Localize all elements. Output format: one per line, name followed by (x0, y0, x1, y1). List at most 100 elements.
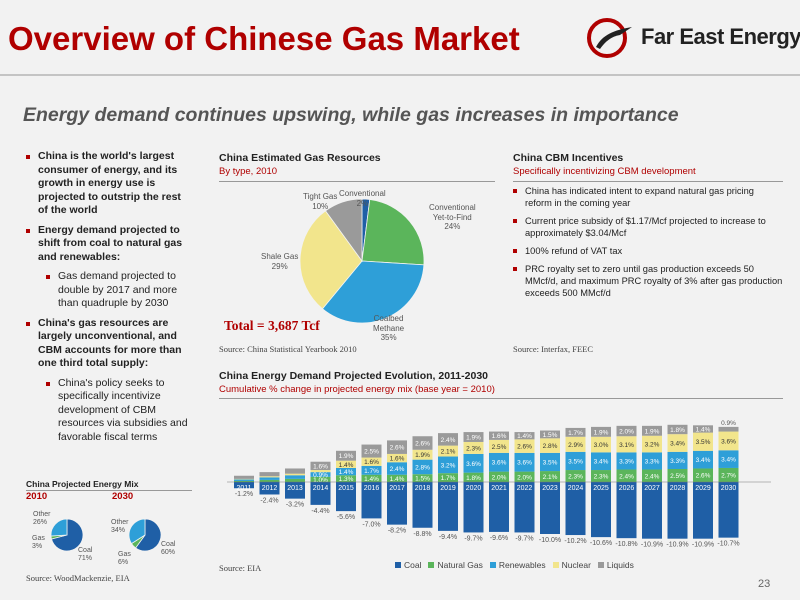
bar-natural-gas (642, 469, 662, 482)
bar-nuclear (412, 449, 433, 460)
bar-label-renewables: 3.6% (466, 461, 481, 468)
x-tick-label: 2021 (491, 485, 507, 492)
bar-label-coal: -4.4% (311, 508, 329, 515)
bar-renewables (285, 475, 305, 479)
bar-natural-gas (259, 479, 280, 482)
mix-pie-2030 (129, 519, 161, 551)
logo-text: Far East Energy (641, 24, 800, 49)
bar-label-nuclear: 2.8% (543, 443, 558, 450)
bar-label-coal: -7.0% (362, 521, 380, 528)
bar-liquids (642, 425, 662, 436)
far-east-energy-logo-icon (587, 18, 632, 58)
bar-label-renewables: 3.3% (619, 458, 634, 465)
bar-label-coal: -2.4% (260, 497, 278, 504)
cbm-item: PRC royalty set to zero until gas produc… (513, 263, 783, 299)
bar-renewables (514, 452, 535, 472)
bar-renewables (259, 477, 280, 480)
gas-resources-pie (300, 199, 424, 323)
x-tick-label: 2028 (670, 485, 686, 492)
bar-label-coal: -10.8% (615, 541, 637, 548)
bar-renewables (667, 451, 688, 469)
x-tick-label: 2012 (262, 485, 278, 492)
slide-subtitle: Energy demand continues upswing, while g… (23, 104, 679, 126)
bar-label-nuclear: 1.6% (390, 456, 405, 463)
header-divider (0, 74, 800, 76)
bar-natural-gas (514, 471, 535, 482)
bar-natural-gas (565, 470, 586, 482)
legend-item-liquids: Liquids (597, 560, 634, 570)
bar-label-coal: -8.8% (413, 531, 431, 538)
demand-subtitle: Cumulative % change in projected energy … (219, 384, 495, 395)
bar-renewables (336, 467, 356, 476)
bar-liquids (285, 468, 305, 474)
bar-label-nuclear: 3.2% (645, 442, 660, 449)
bar-natural-gas (616, 469, 637, 482)
bar-renewables (361, 465, 382, 475)
bar-nuclear (489, 439, 509, 453)
pie-label-conventional: Conventional 2% (339, 189, 386, 208)
bar-label-coal: -10.2% (564, 538, 586, 545)
key-point: China is the world's largest consumer of… (26, 150, 188, 218)
bar-label-liquids: 2.5% (364, 449, 379, 456)
bar-label-nuclear: 1.9% (415, 452, 430, 459)
bar-label-coal: -9.6% (490, 535, 508, 542)
pie-slice-conventional-yet-to-find (361, 199, 424, 266)
bar-label-coal: -1.2% (235, 491, 253, 498)
page-title: Overview of Chinese Gas Market (8, 20, 520, 57)
mix-2030-coal-label: Coal 60% (161, 541, 176, 556)
resources-subtitle: By type, 2010 (219, 166, 278, 177)
x-tick-label: 2022 (517, 485, 533, 492)
mix-2010-gas-label: Gas 3% (32, 535, 45, 550)
bar-natural-gas (387, 474, 407, 482)
bar-label-natural-gas: 2.1% (543, 474, 558, 481)
bar-renewables (642, 452, 662, 470)
bar-nuclear (616, 436, 637, 453)
bar-label-natural-gas: 1.8% (466, 475, 481, 482)
key-subpoint: China's policy seeks to specifically inc… (38, 377, 188, 445)
bar-label-renewables: 1.7% (364, 468, 379, 475)
bar-label-natural-gas: 1.4% (390, 476, 405, 483)
bar-label-renewables: 0.9% (313, 472, 328, 479)
bar-label-liquids: 1.9% (339, 453, 354, 460)
bar-natural-gas (361, 474, 382, 482)
bar-label-natural-gas: 2.0% (517, 474, 532, 481)
bar-renewables (463, 453, 484, 473)
bar-nuclear (336, 460, 356, 468)
bar-natural-gas (540, 471, 560, 482)
bar-nuclear (667, 434, 688, 452)
bar-natural-gas (489, 471, 509, 482)
bar-liquids (514, 432, 535, 440)
x-tick-label: 2024 (568, 485, 584, 492)
bar-natural-gas (667, 469, 688, 482)
bar-coal (591, 482, 611, 538)
bar-coal (234, 482, 254, 489)
mix-divider (26, 490, 192, 491)
bar-label-nuclear: 3.5% (696, 439, 711, 446)
demand-divider (219, 398, 783, 399)
bar-label-natural-gas: 2.5% (670, 473, 685, 480)
legend-swatch (552, 562, 559, 568)
x-tick-label: 2029 (695, 485, 711, 492)
x-tick-label: 2025 (593, 485, 609, 492)
pie-slice-tight-gas (324, 199, 363, 263)
bar-liquids (361, 444, 382, 458)
bar-label-liquids: 1.7% (568, 430, 583, 437)
bar-liquids (387, 440, 407, 454)
bar-label-liquids: 1.9% (594, 429, 609, 436)
bar-liquids (310, 461, 331, 471)
cbm-title: China CBM Incentives (513, 152, 624, 164)
bar-label-renewables: 3.6% (492, 460, 507, 467)
bar-coal (361, 482, 382, 519)
cbm-item: 100% refund of VAT tax (513, 245, 783, 257)
x-tick-label: 2015 (338, 485, 354, 492)
bar-label-coal: -10.6% (590, 540, 612, 547)
bar-liquids (463, 432, 484, 442)
bar-liquids (693, 425, 713, 433)
bar-label-coal: -10.9% (641, 542, 663, 549)
bar-label-natural-gas: 1.5% (415, 476, 430, 483)
bar-liquids (489, 431, 509, 440)
bar-label-renewables: 1.4% (339, 469, 354, 476)
bar-label-nuclear: 1.6% (364, 459, 379, 466)
bar-coal (693, 482, 713, 539)
bar-nuclear (259, 476, 280, 478)
